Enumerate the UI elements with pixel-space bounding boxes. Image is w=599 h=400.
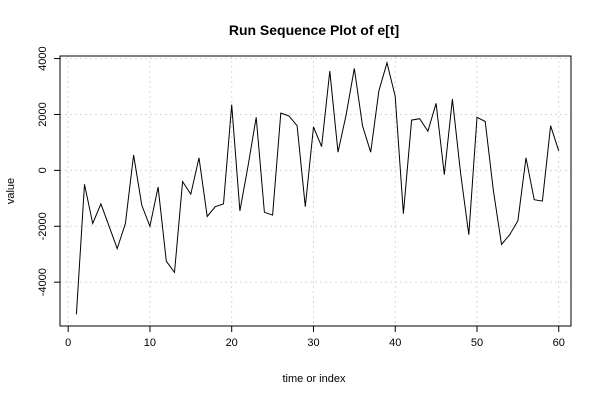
y-tick-label: -4000	[37, 268, 49, 296]
y-axis: -4000 -2000 0 2000 4000	[37, 46, 60, 296]
x-tick-label: 0	[65, 337, 71, 349]
x-tick-label: 60	[553, 337, 565, 349]
chart-title: Run Sequence Plot of e[t]	[229, 22, 399, 38]
x-tick-label: 50	[471, 337, 483, 349]
y-axis-label: value	[5, 178, 17, 204]
x-tick-label: 10	[144, 337, 156, 349]
x-tick-label: 40	[389, 337, 401, 349]
y-tick-label: 0	[37, 167, 49, 173]
y-tick-label: -2000	[37, 212, 49, 240]
y-tick-label: 4000	[37, 46, 49, 70]
plot-frame	[59, 55, 572, 327]
grid	[60, 56, 571, 326]
x-tick-label: 20	[226, 337, 238, 349]
series-line	[75, 60, 560, 315]
x-axis: 0 10 20 30 40 50 60	[65, 325, 565, 349]
x-axis-label: time or index	[283, 373, 346, 385]
x-tick-label: 30	[307, 337, 319, 349]
y-tick-label: 2000	[37, 102, 49, 126]
